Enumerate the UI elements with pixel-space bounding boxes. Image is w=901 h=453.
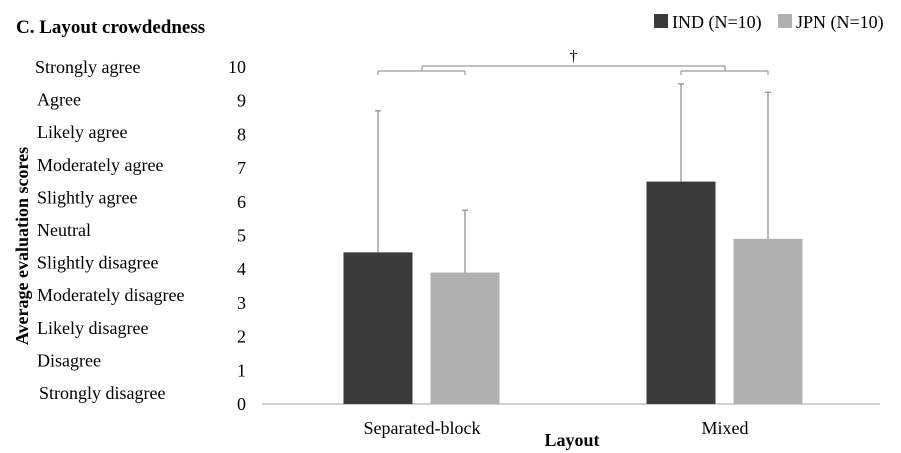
y-tick-label: 6 (237, 192, 246, 212)
legend-label-jpn: JPN (N=10) (796, 12, 884, 33)
y-tick-label: 4 (237, 259, 246, 279)
significance-marker: † (570, 48, 578, 65)
bar (646, 181, 716, 404)
legend: IND (N=10) JPN (N=10) (654, 12, 884, 33)
y-axis-title: Average evaluation scores (12, 147, 32, 345)
category-labels: Separated-block Mixed (364, 418, 749, 438)
x-tick-label: Mixed (702, 418, 749, 438)
x-tick-label: Separated-block (364, 418, 481, 438)
scale-label: Moderately agree (37, 155, 163, 175)
legend-label-ind: IND (N=10) (672, 12, 762, 33)
scale-label: Strongly disagree (39, 383, 165, 403)
y-tick-label: 10 (228, 57, 246, 77)
x-axis-title: Layout (544, 430, 599, 450)
y-tick-label: 2 (237, 327, 246, 347)
bar (733, 238, 803, 404)
scale-label: Agree (37, 90, 81, 110)
bar (430, 272, 500, 404)
y-tick-label: 3 (237, 293, 246, 313)
scale-label: Moderately disagree (37, 285, 184, 305)
legend-swatch-jpn (778, 14, 792, 28)
y-tick-label: 9 (237, 91, 246, 111)
bar (343, 252, 413, 404)
y-tick-label: 8 (237, 124, 246, 144)
scale-label: Slightly agree (37, 187, 137, 207)
y-tick-label: 5 (237, 226, 246, 246)
scale-labels: Strongly agree Agree Likely agree Moderatel… (35, 57, 184, 403)
scale-label: Disagree (37, 350, 101, 370)
error-bars (375, 83, 771, 273)
y-tick-label: 1 (237, 360, 246, 380)
bars (343, 181, 803, 404)
scale-label: Strongly agree (35, 57, 140, 77)
scale-label: Slightly disagree (37, 253, 158, 273)
scale-label: Likely agree (37, 122, 127, 142)
y-tick-label: 0 (237, 394, 246, 414)
legend-swatch-ind (654, 14, 668, 28)
scale-label: Neutral (37, 220, 91, 240)
scale-label: Likely disagree (37, 318, 148, 338)
significance-bracket: † (377, 48, 769, 75)
y-tick-label: 7 (237, 158, 246, 178)
y-axis-ticks: 0 1 2 3 4 5 6 7 8 9 10 (228, 57, 246, 414)
chart-title: C. Layout crowdedness (16, 17, 205, 38)
